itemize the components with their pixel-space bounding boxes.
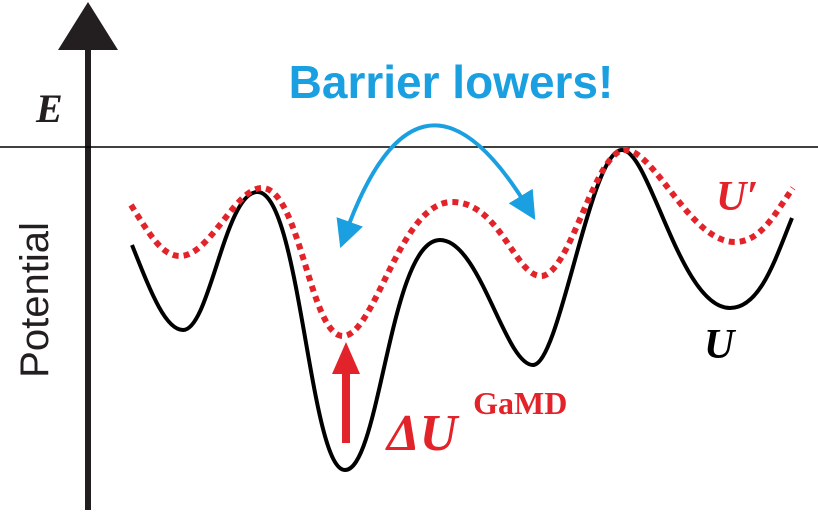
- barrier-lowers-annotation: Barrier lowers!: [289, 56, 614, 108]
- boosted-potential-curve: [128, 146, 796, 340]
- boosted-curve-label: U′: [716, 174, 758, 220]
- energy-label: E: [35, 86, 63, 131]
- original-curve-label: U: [704, 322, 737, 368]
- boost-superscript: GaMD: [473, 385, 567, 421]
- boost-potential-label: ΔU GaMD: [385, 385, 567, 462]
- original-potential-curve: [130, 147, 794, 473]
- boost-symbol: ΔU: [385, 405, 460, 462]
- boost-arrow-head: [332, 342, 360, 374]
- energy-axis-arrowhead: [58, 2, 118, 50]
- barrier-arrow: [336, 123, 536, 249]
- potential-axis-label: Potential: [13, 222, 57, 378]
